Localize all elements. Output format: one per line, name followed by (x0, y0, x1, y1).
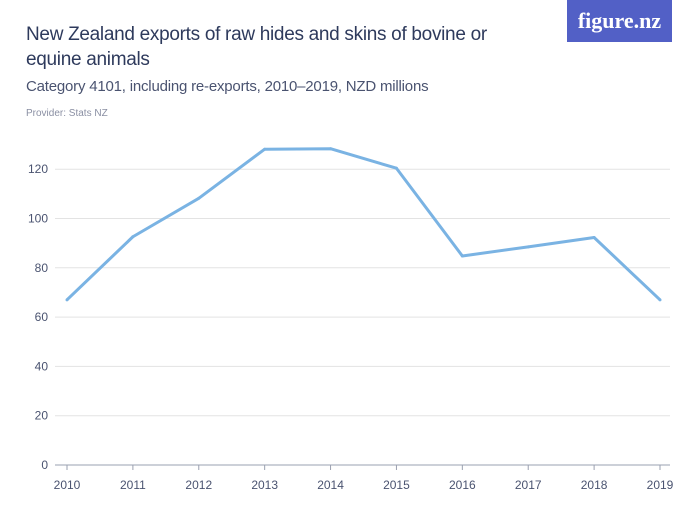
data-point (658, 298, 662, 302)
data-point (460, 254, 464, 258)
x-tick-label: 2018 (581, 478, 608, 492)
data-point (592, 235, 596, 239)
x-tick-label: 2016 (449, 478, 476, 492)
y-tick-label: 60 (35, 310, 49, 324)
x-tick-label: 2017 (515, 478, 542, 492)
y-tick-label: 20 (35, 409, 49, 423)
y-tick-label: 0 (41, 458, 48, 472)
data-point (394, 166, 398, 170)
data-point (131, 235, 135, 239)
data-point (263, 147, 267, 151)
x-tick-label: 2013 (251, 478, 278, 492)
data-point (526, 245, 530, 249)
provider-label: Provider: Stats NZ (26, 108, 108, 119)
x-tick-label: 2012 (185, 478, 212, 492)
y-tick-label: 40 (35, 359, 49, 373)
x-tick-label: 2014 (317, 478, 344, 492)
y-tick-label: 100 (28, 212, 48, 226)
figure-nz-logo[interactable]: figure.nz (567, 0, 672, 42)
y-tick-label: 120 (28, 162, 48, 176)
data-point (65, 298, 69, 302)
chart-subtitle: Category 4101, including re-exports, 201… (26, 78, 429, 95)
y-tick-label: 80 (35, 261, 49, 275)
x-tick-label: 2015 (383, 478, 410, 492)
logo-text: figure.nz (577, 8, 662, 33)
x-tick-label: 2011 (120, 478, 146, 492)
chart-title: New Zealand exports of raw hides and ski… (26, 24, 487, 70)
series-line (65, 147, 662, 301)
x-tick-label: 2019 (647, 478, 674, 492)
x-tick-label: 2010 (54, 478, 81, 492)
data-point (197, 196, 201, 200)
data-point (329, 147, 333, 151)
